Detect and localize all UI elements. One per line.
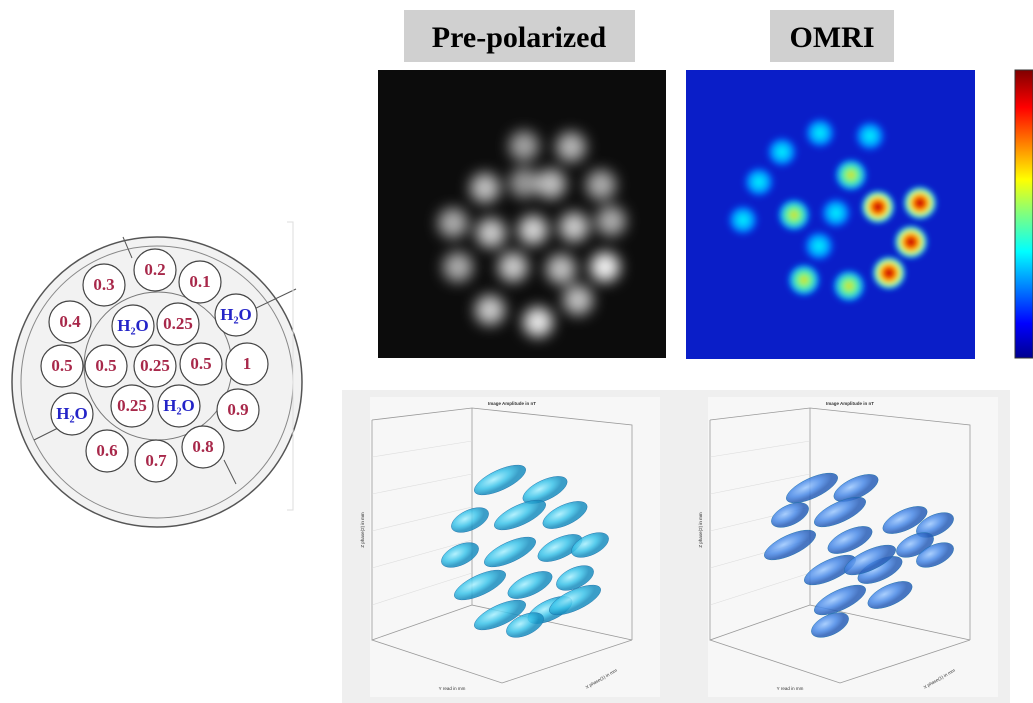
panel-title: Pre-polarized bbox=[432, 21, 607, 54]
blob bbox=[765, 135, 799, 169]
z-axis-label: Z phase(2) in mm bbox=[360, 512, 365, 548]
plot-3d: Image Amplitude in nT Z phase(2) in mm Y r… bbox=[698, 397, 998, 697]
tube-label: 0.4 bbox=[59, 312, 81, 331]
blob bbox=[470, 173, 500, 203]
prepolarized-image bbox=[378, 70, 666, 358]
tube-label: H₂O bbox=[220, 305, 252, 324]
blob bbox=[872, 256, 906, 290]
figure: 0.3 0.2 0.1 H₂O 0.4 H₂O 0.25 0.5 0.5 0.25 0.5 1 H₂O 0… bbox=[0, 0, 1033, 703]
tube-label: 0.25 bbox=[117, 396, 147, 415]
colorbar bbox=[1015, 70, 1033, 358]
blob bbox=[787, 263, 821, 297]
blob bbox=[556, 132, 586, 162]
blob bbox=[834, 158, 868, 192]
blob bbox=[523, 307, 553, 337]
blob bbox=[476, 218, 506, 248]
blob bbox=[861, 190, 895, 224]
blob bbox=[559, 212, 589, 242]
blob bbox=[563, 285, 593, 315]
blob bbox=[518, 215, 548, 245]
tube-label: 0.5 bbox=[190, 354, 211, 373]
blob bbox=[777, 198, 811, 232]
omri-image bbox=[686, 70, 975, 359]
blob bbox=[509, 168, 539, 198]
blob bbox=[475, 295, 505, 325]
blob bbox=[802, 229, 836, 263]
blob bbox=[832, 269, 866, 303]
blob bbox=[803, 116, 837, 150]
phantom-diagram: 0.3 0.2 0.1 H₂O 0.4 H₂O 0.25 0.5 0.5 0.25 0.5 1 H₂O 0… bbox=[12, 222, 302, 527]
plot-3d: Image Amplitude in nT Z phase(2) in mm Y r… bbox=[360, 397, 660, 697]
tube-label: 0.25 bbox=[163, 314, 193, 333]
blob bbox=[596, 206, 626, 236]
blob bbox=[509, 131, 539, 161]
blob bbox=[742, 165, 776, 199]
blob bbox=[498, 252, 528, 282]
blob bbox=[438, 208, 468, 238]
y-axis-label: Y read in mm bbox=[777, 686, 804, 691]
z-axis-label: Z phase(2) in mm bbox=[698, 512, 703, 548]
blob bbox=[819, 196, 853, 230]
blob bbox=[726, 203, 760, 237]
blob bbox=[586, 170, 616, 200]
tube-label: 0.9 bbox=[227, 400, 248, 419]
tube-label: 0.8 bbox=[192, 437, 213, 456]
tube-label: 0.2 bbox=[144, 260, 165, 279]
tube-label: 0.5 bbox=[95, 356, 116, 375]
blob bbox=[853, 119, 887, 153]
tube-label: 0.6 bbox=[96, 441, 117, 460]
tube-label: 0.25 bbox=[140, 356, 170, 375]
panel-title: OMRI bbox=[790, 21, 875, 54]
blob bbox=[546, 254, 576, 284]
plot-title: Image Amplitude in nT bbox=[488, 401, 536, 406]
tube-label: 0.7 bbox=[145, 451, 167, 470]
blob bbox=[443, 252, 473, 282]
tube-label: 1 bbox=[243, 354, 252, 373]
blob bbox=[536, 169, 566, 199]
tube-label: 0.3 bbox=[93, 275, 114, 294]
blob bbox=[894, 225, 928, 259]
blob bbox=[590, 252, 620, 282]
tube-label: H₂O bbox=[163, 396, 195, 415]
plot-title: Image Amplitude in nT bbox=[826, 401, 874, 406]
tube-label: 0.5 bbox=[51, 356, 72, 375]
tube-label: 0.1 bbox=[189, 272, 210, 291]
blob bbox=[903, 186, 937, 220]
y-axis-label: Y read in mm bbox=[439, 686, 466, 691]
tube-label: H₂O bbox=[117, 316, 149, 335]
tube-label: H₂O bbox=[56, 404, 88, 423]
